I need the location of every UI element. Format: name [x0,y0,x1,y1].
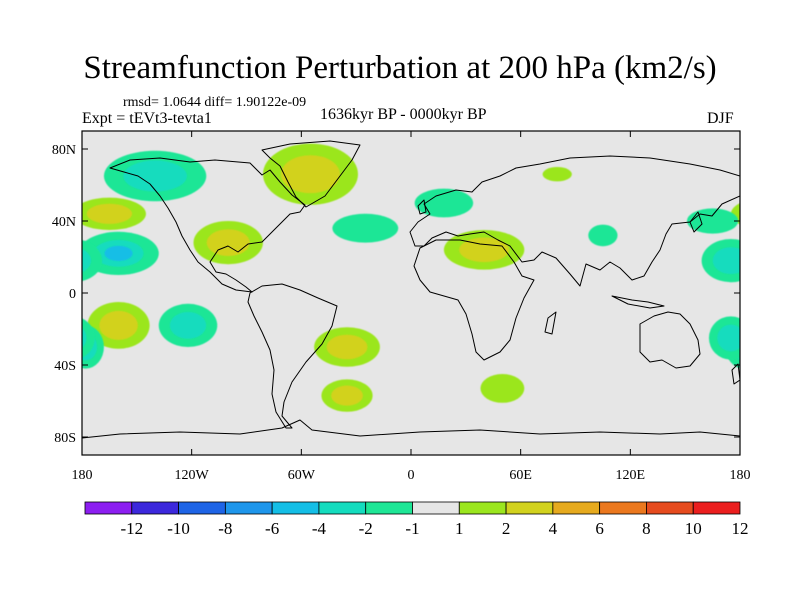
colorbar-label: 1 [455,519,464,538]
contour-feature [459,237,510,263]
contour-feature-wrap [762,246,790,261]
contour-feature-wrap [745,204,790,224]
contour-feature-wrap [82,249,91,273]
colorbar-box [84,501,133,515]
x-tick-label: 180 [72,468,93,483]
colorbar-box [458,501,507,515]
colorbar-box [505,501,554,515]
contour-feature [542,167,572,182]
colorbar-label: 8 [642,519,651,538]
contour-feature [86,203,133,224]
contour-feature [326,334,368,360]
colorbar-label: -10 [167,519,190,538]
contour-feature [206,229,250,256]
contour-feature [123,160,187,192]
coast-eurasia [409,155,740,287]
colorbar: -12 -10 -8 -6 -4 -2 -1 1 2 4 6 8 10 12 [84,501,749,538]
colorbar-label: -6 [265,519,279,538]
colorbar-box [599,501,647,515]
axis-ticks: 180 120W 60W 0 60E 120E 180 80N 40N 0 40S 80S [52,131,751,483]
y-tick-label: 40S [54,359,76,374]
colorbar-box [692,501,741,515]
colorbar-label: -8 [218,519,232,538]
colorbar-label: -4 [312,519,327,538]
contour-feature [712,247,740,274]
contour-feature [104,245,133,261]
colorbar-box [365,501,413,515]
coast-japan [689,211,703,233]
coast-greenland [261,140,361,208]
coast-antarctica [82,419,740,439]
contour-feature-wrap [82,318,95,358]
contour-feature [331,385,363,406]
coast-north-america [109,157,306,293]
contour-feature [414,188,474,218]
colorbar-label: -1 [405,519,419,538]
contour-feature [717,324,740,352]
colorbar-label: 4 [549,519,558,538]
contour-feature-wrap [82,240,103,282]
y-tick-label: 80N [52,143,76,158]
x-tick-label: 120W [175,468,210,483]
colorbar-box [646,501,694,515]
contour-feature [281,155,340,194]
period-label: 1636kyr BP - 0000kyr BP [320,106,487,123]
colorbar-box [178,501,226,515]
coast-africa [413,239,535,361]
coast-south-america [247,283,338,429]
contour-feature [686,208,739,234]
y-tick-label: 0 [69,287,76,302]
x-tick-label: 60W [288,468,316,483]
colorbar-box [412,501,460,515]
colorbar-label: -2 [359,519,373,538]
colorbar-label: 6 [595,519,604,538]
colorbar-label: -12 [120,519,143,538]
coast-madagascar [544,311,557,335]
contour-feature [588,224,618,247]
x-tick-label: 120E [616,468,646,483]
coastlines [82,140,740,439]
colorbar-box [318,501,367,515]
contour-feature-wrap [752,240,800,267]
y-tick-label: 40N [52,215,76,230]
contour-feature-wrap [736,244,740,263]
colorbar-label: 12 [732,519,749,538]
colorbar-box [271,501,320,515]
x-tick-label: 60E [509,468,532,483]
x-tick-label: 180 [730,468,751,483]
coast-new-zealand [731,363,740,385]
x-tick-label: 0 [408,468,415,483]
colorbar-box [552,501,601,515]
colorbar-label: 2 [502,519,511,538]
coast-australia [639,311,701,369]
contour-feature [169,312,207,339]
colorbar-label: 10 [685,519,702,538]
contour-feature-wrap [82,328,87,348]
contour-feature [99,310,138,340]
experiment-label: Expt = tEVt3-tevta1 [82,110,212,127]
contour-feature [480,374,525,403]
chart-title: Streamfunction Perturbation at 200 hPa (… [83,50,717,86]
y-tick-label: 80S [54,431,76,446]
colorbar-box [224,501,273,515]
contour-feature [332,213,399,243]
stats-text: rmsd= 1.0644 diff= 1.90122e-09 [123,95,307,110]
coast-uk [417,199,427,215]
contour-feature-wrap [730,203,740,225]
season-label: DJF [707,110,734,127]
coast-indonesia [611,295,665,309]
colorbar-box [131,501,179,515]
contour-fields [82,143,800,412]
